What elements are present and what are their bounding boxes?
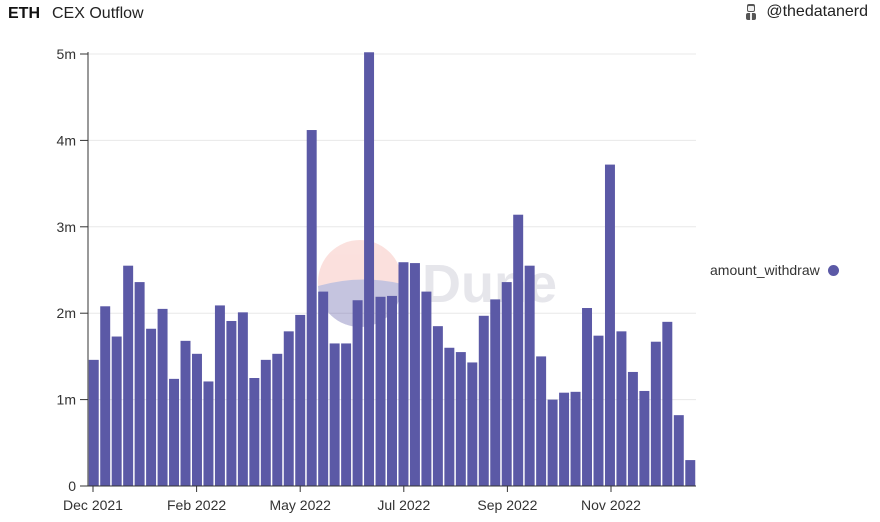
chart-area: 0 1m 2m 3m 4m 5m Dune Dec 2021 Feb 2022 May 2022 J… <box>0 30 880 517</box>
bar[interactable] <box>467 362 478 486</box>
bar[interactable] <box>421 291 432 486</box>
bar[interactable] <box>214 305 225 486</box>
x-tick-label: Nov 2022 <box>581 497 641 513</box>
bar[interactable] <box>490 299 501 486</box>
bar[interactable] <box>249 378 260 486</box>
bar[interactable] <box>570 391 581 486</box>
y-tick-label: 0 <box>68 478 76 494</box>
bar[interactable] <box>203 381 214 486</box>
bar[interactable] <box>409 263 420 486</box>
x-tick-label: Jul 2022 <box>377 497 430 513</box>
chart-tag: ETH <box>8 5 40 22</box>
bar[interactable] <box>306 130 317 487</box>
legend-marker <box>827 264 839 276</box>
bar[interactable] <box>524 265 535 486</box>
bar[interactable] <box>662 321 673 486</box>
watermark-text: Dune <box>422 254 557 314</box>
x-tick-label: Dec 2021 <box>63 497 123 513</box>
bar[interactable] <box>134 282 145 486</box>
bar[interactable] <box>455 352 466 486</box>
bar[interactable] <box>329 343 340 486</box>
bar[interactable] <box>146 328 157 486</box>
bar[interactable] <box>364 52 375 486</box>
bar[interactable] <box>387 295 397 486</box>
bar[interactable] <box>191 353 202 486</box>
bar[interactable] <box>444 347 455 486</box>
bar[interactable] <box>604 164 615 487</box>
x-tick-label: Sep 2022 <box>477 497 537 513</box>
bar[interactable] <box>169 378 180 486</box>
bar[interactable] <box>547 399 558 486</box>
bar[interactable] <box>559 392 570 486</box>
bar[interactable] <box>123 265 134 486</box>
bar[interactable] <box>111 336 122 486</box>
bar[interactable] <box>237 312 248 486</box>
bar[interactable] <box>88 359 99 486</box>
y-tick-label: 4m <box>57 132 76 148</box>
chart-header: ETH CEX Outflow @thedatanerd <box>8 3 872 25</box>
y-tick-label: 5m <box>57 46 76 62</box>
bar[interactable] <box>226 320 237 486</box>
bar[interactable] <box>627 371 638 486</box>
bar[interactable] <box>673 415 684 486</box>
bar[interactable] <box>501 282 512 486</box>
bar[interactable] <box>180 340 191 486</box>
bar-chart: 0 1m 2m 3m 4m 5m Dune Dec 2021 Feb 2022 May 2022 J… <box>57 46 696 513</box>
bar[interactable] <box>157 308 168 486</box>
y-tick-label: 3m <box>57 219 76 235</box>
bar[interactable] <box>432 326 443 486</box>
bar[interactable] <box>639 390 650 486</box>
bar[interactable] <box>272 353 283 486</box>
x-tick-label: May 2022 <box>269 497 331 513</box>
author-handle: @thedatanerd <box>766 3 868 20</box>
bar[interactable] <box>685 460 696 486</box>
bar[interactable] <box>398 262 409 486</box>
bar[interactable] <box>582 308 593 486</box>
legend[interactable]: amount_withdraw <box>710 262 839 278</box>
bar[interactable] <box>260 359 271 486</box>
bar[interactable] <box>100 306 111 486</box>
author-info[interactable]: @thedatanerd <box>744 3 868 21</box>
bar[interactable] <box>593 335 604 486</box>
y-tick-label: 1m <box>57 392 76 408</box>
y-tick-label: 2m <box>57 305 76 321</box>
chart-title: CEX Outflow <box>52 5 144 22</box>
bar[interactable] <box>283 331 294 486</box>
bar[interactable] <box>352 300 363 486</box>
bar[interactable] <box>318 291 329 486</box>
x-tick-label: Feb 2022 <box>167 497 226 513</box>
bar[interactable] <box>295 314 306 486</box>
legend-label: amount_withdraw <box>710 262 820 278</box>
bar[interactable] <box>375 296 386 486</box>
bar[interactable] <box>341 343 352 486</box>
bar[interactable] <box>478 315 489 486</box>
person-avatar-icon <box>744 3 758 21</box>
bar[interactable] <box>616 331 627 486</box>
bar[interactable] <box>513 214 524 487</box>
bar[interactable] <box>650 341 661 486</box>
bar[interactable] <box>536 356 547 486</box>
